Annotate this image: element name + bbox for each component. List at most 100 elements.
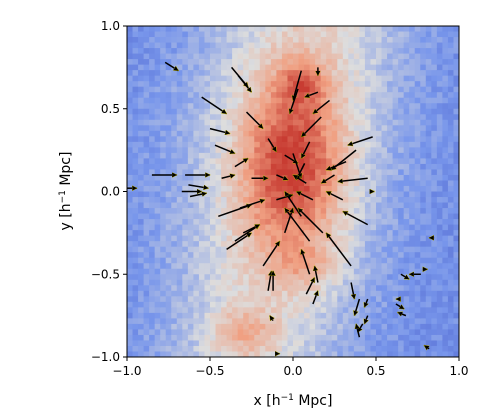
heatmap-cell	[270, 26, 277, 33]
heatmap-cell	[187, 202, 194, 209]
heatmap-cell	[436, 230, 443, 237]
heatmap-cell	[149, 252, 156, 259]
heatmap-cell	[436, 235, 443, 242]
heatmap-cell	[132, 119, 139, 126]
heatmap-cell	[165, 235, 172, 242]
heatmap-cell	[420, 70, 427, 77]
heatmap-cell	[270, 31, 277, 38]
heatmap-cell	[315, 92, 322, 99]
heatmap-cell	[403, 230, 410, 237]
heatmap-cell	[226, 48, 233, 55]
heatmap-cell	[226, 97, 233, 104]
heatmap-cell	[221, 86, 228, 93]
heatmap-cell	[138, 92, 145, 99]
heatmap-cell	[232, 230, 239, 237]
heatmap-cell	[414, 285, 421, 292]
heatmap-cell	[215, 296, 222, 303]
heatmap-cell	[337, 37, 344, 44]
heatmap-cell	[215, 318, 222, 325]
heatmap-cell	[198, 274, 206, 281]
heatmap-cell	[293, 114, 300, 121]
heatmap-cell	[254, 42, 261, 49]
heatmap-cell	[442, 136, 449, 143]
heatmap-cell	[420, 141, 427, 148]
heatmap-cell	[160, 119, 167, 126]
heatmap-cell	[160, 290, 167, 297]
heatmap-cell	[436, 197, 443, 204]
heatmap-cell	[436, 130, 443, 137]
heatmap-cell	[392, 125, 399, 132]
heatmap-cell	[304, 230, 311, 237]
heatmap-cell	[414, 141, 421, 148]
heatmap-cell	[304, 81, 311, 88]
heatmap-cell	[326, 31, 333, 38]
heatmap-cell	[293, 285, 300, 292]
heatmap-cell	[154, 285, 161, 292]
heatmap-cell	[381, 48, 388, 55]
heatmap-cell	[154, 75, 161, 82]
heatmap-cell	[281, 136, 289, 143]
heatmap-cell	[237, 197, 244, 204]
heatmap-cell	[215, 42, 222, 49]
heatmap-cell	[259, 274, 266, 281]
heatmap-cell	[387, 235, 394, 242]
heatmap-cell	[398, 130, 405, 137]
heatmap-cell	[431, 334, 438, 342]
heatmap-cell	[326, 208, 333, 215]
heatmap-cell	[447, 351, 455, 357]
heatmap-cell	[403, 235, 410, 242]
heatmap-cell	[265, 97, 272, 104]
heatmap-cell	[293, 268, 300, 275]
heatmap-cell	[281, 42, 289, 49]
heatmap-cell	[215, 53, 222, 60]
heatmap-cell	[165, 329, 172, 336]
heatmap-cell	[276, 180, 283, 187]
heatmap-cell	[392, 158, 399, 165]
heatmap-cell	[431, 169, 438, 176]
heatmap-cell	[442, 202, 449, 209]
heatmap-cell	[304, 31, 311, 38]
heatmap-cell	[221, 152, 228, 159]
heatmap-cell	[232, 268, 239, 275]
heatmap-cell	[149, 163, 156, 171]
heatmap-cell	[425, 208, 432, 215]
heatmap-cell	[436, 119, 443, 126]
heatmap-cell	[425, 268, 432, 275]
heatmap-cell	[392, 263, 399, 270]
heatmap-cell	[420, 197, 427, 204]
heatmap-cell	[270, 185, 277, 193]
heatmap-cell	[376, 279, 383, 286]
heatmap-cell	[309, 141, 316, 148]
heatmap-cell	[259, 136, 266, 143]
heatmap-cell	[436, 252, 443, 259]
heatmap-cell	[353, 64, 360, 71]
heatmap-cell	[420, 108, 427, 115]
heatmap-cell	[276, 37, 283, 44]
heatmap-cell	[353, 224, 360, 231]
heatmap-cell	[381, 301, 388, 308]
heatmap-cell	[447, 268, 455, 275]
heatmap-cell	[232, 114, 239, 121]
heatmap-cell	[221, 31, 228, 38]
heatmap-cell	[398, 158, 405, 165]
heatmap-cell	[359, 64, 366, 71]
heatmap-cell	[248, 257, 255, 264]
heatmap-cell	[176, 180, 183, 187]
velocity-arrow	[293, 70, 303, 101]
heatmap-cell	[409, 180, 416, 187]
heatmap-cell	[420, 152, 427, 159]
heatmap-cell	[420, 136, 427, 143]
heatmap-cell	[436, 81, 443, 88]
heatmap-cell	[232, 257, 239, 264]
heatmap-cell	[198, 114, 206, 121]
heatmap-cell	[431, 174, 438, 182]
heatmap-cell	[420, 158, 427, 165]
heatmap-cell	[315, 340, 322, 347]
heatmap-cell	[409, 185, 416, 193]
heatmap-cell	[403, 301, 410, 308]
heatmap-cell	[359, 351, 366, 357]
heatmap-cell	[254, 97, 261, 104]
heatmap-cell	[364, 257, 372, 264]
heatmap-cell	[160, 307, 167, 314]
heatmap-cell	[453, 307, 459, 314]
